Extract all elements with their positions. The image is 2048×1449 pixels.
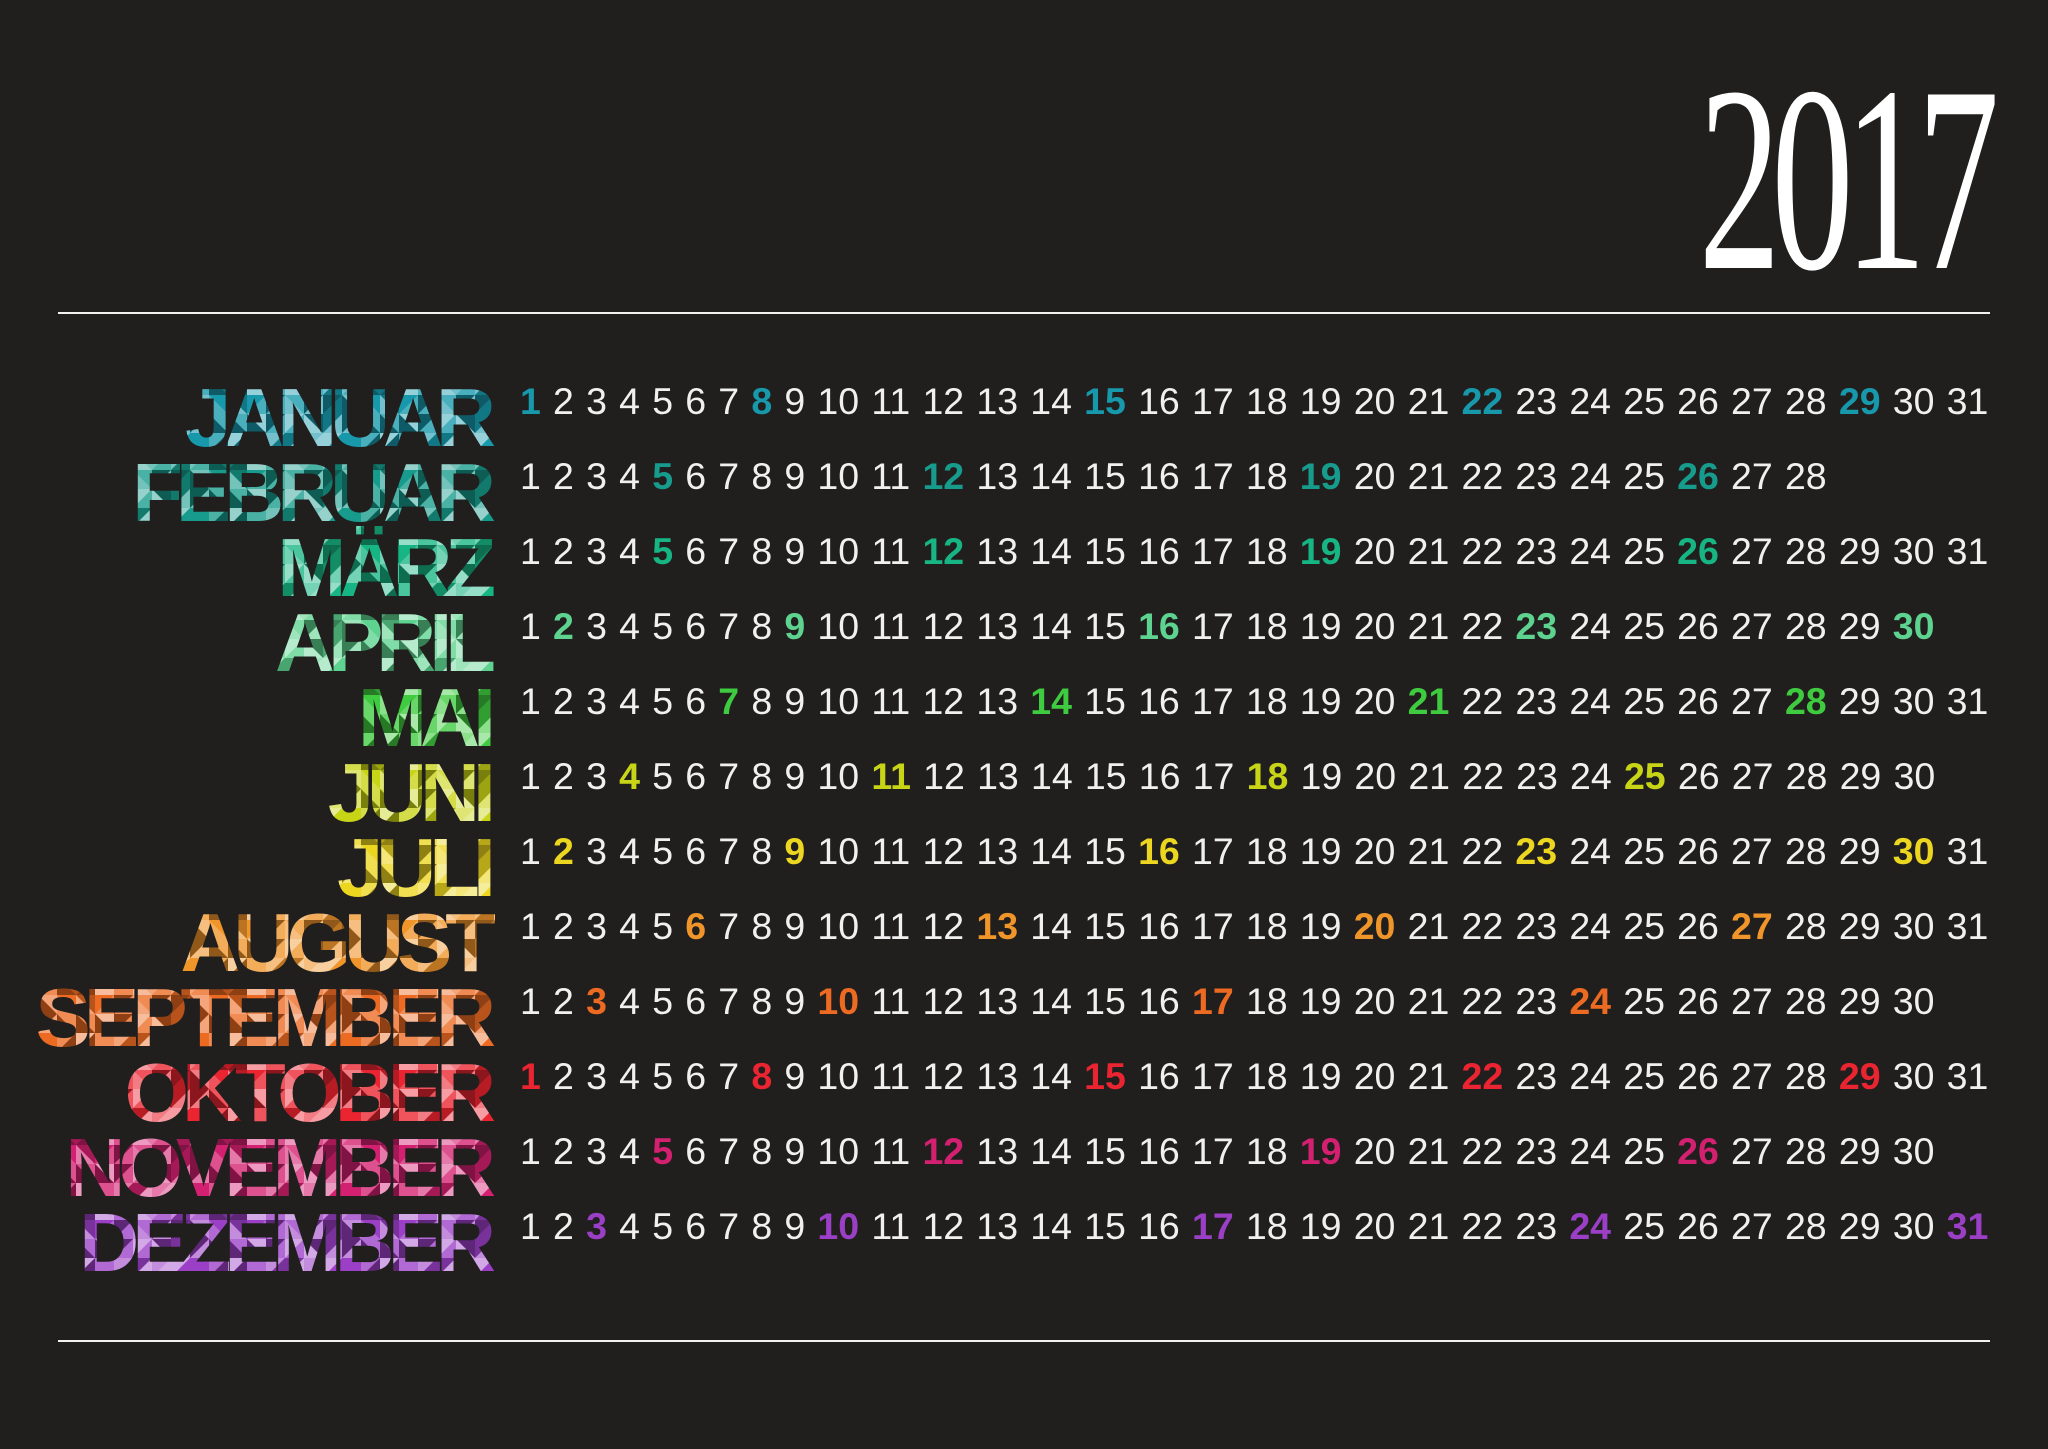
svg-text:OKTOBER: OKTOBER — [124, 1051, 495, 1131]
svg-text:FEBRUAR: FEBRUAR — [132, 451, 495, 531]
svg-text:APRIL: APRIL — [275, 601, 494, 681]
svg-text:AUGUST: AUGUST — [181, 901, 495, 981]
svg-text:JANUAR: JANUAR — [185, 376, 495, 456]
svg-text:MÄRZ: MÄRZ — [277, 526, 494, 606]
svg-text:JULI: JULI — [337, 826, 491, 906]
svg-text:DEZEMBER: DEZEMBER — [79, 1201, 495, 1281]
svg-text:JUNI: JUNI — [328, 751, 491, 831]
svg-text:MAI: MAI — [358, 676, 491, 756]
svg-text:NOVEMBER: NOVEMBER — [65, 1126, 495, 1206]
svg-text:SEPTEMBER: SEPTEMBER — [35, 976, 495, 1056]
